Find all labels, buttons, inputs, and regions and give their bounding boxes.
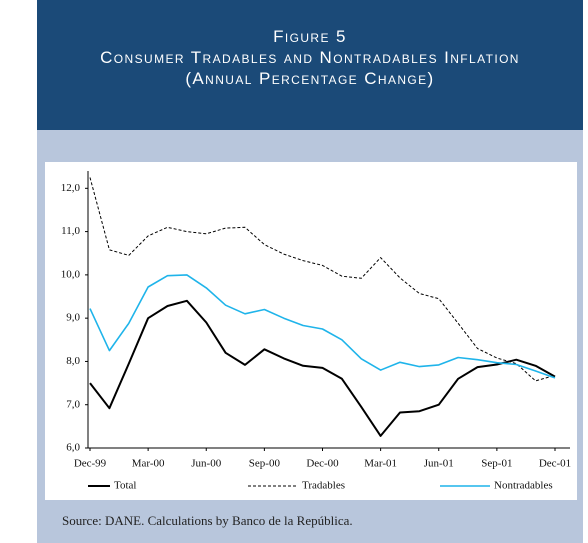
x-tick-label: Dec-99 (74, 458, 107, 470)
x-tick-label: Dec-01 (539, 458, 571, 470)
y-tick-label: 9,0 (66, 312, 80, 324)
series-line (89, 299, 556, 437)
legend-label: Nontradables (494, 480, 553, 492)
x-tick-label: Dec-00 (306, 458, 339, 470)
y-tick-label: 10,0 (61, 268, 81, 280)
y-tick-label: 7,0 (66, 398, 80, 410)
series-line (89, 274, 556, 379)
y-tick-label: 6,0 (66, 442, 80, 454)
plot-background (45, 162, 577, 500)
x-tick-label: Sep-00 (249, 458, 281, 470)
source-note: Source: DANE. Calculations by Banco de l… (62, 513, 353, 528)
y-tick-label: 8,0 (66, 355, 80, 367)
chart-subtitle: (Annual Percentage Change) (185, 69, 435, 88)
x-tick-label: Mar-01 (364, 458, 397, 470)
x-tick-label: Jun-01 (424, 458, 454, 470)
x-tick-label: Jun-00 (191, 458, 221, 470)
legend-label: Tradables (302, 480, 345, 492)
chart-title: Consumer Tradables and Nontradables Infl… (100, 48, 520, 67)
y-tick-label: 12,0 (61, 182, 81, 194)
series-line (89, 177, 556, 382)
figure-label: Figure 5 (273, 27, 347, 46)
x-tick-label: Mar-00 (132, 458, 165, 470)
legend-label: Total (114, 480, 136, 492)
y-tick-label: 11,0 (61, 225, 80, 237)
header: Figure 5 Consumer Tradables and Nontrada… (37, 0, 583, 130)
x-tick-label: Sep-01 (481, 458, 512, 470)
